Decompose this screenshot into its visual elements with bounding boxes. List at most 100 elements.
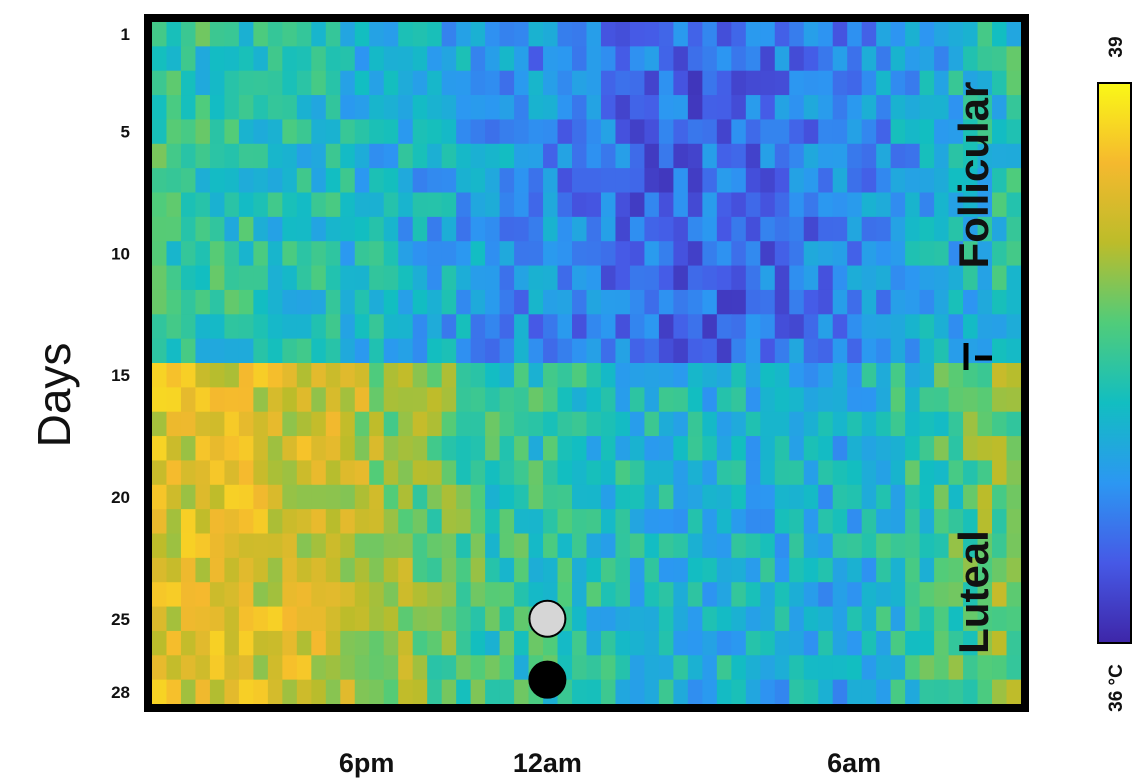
heatmap-cell [369, 582, 385, 608]
heatmap-cell [716, 314, 732, 340]
heatmap-cell [224, 265, 240, 291]
heatmap-cell [687, 95, 703, 121]
heatmap-cell [470, 70, 486, 96]
heatmap-cell [948, 606, 964, 632]
heatmap-cell [673, 143, 689, 169]
heatmap-cell [441, 363, 457, 388]
heatmap-cell [1006, 606, 1022, 632]
heatmap-cell [702, 363, 718, 388]
heatmap-cell [369, 95, 385, 121]
heatmap-cell [412, 509, 428, 535]
heatmap-cell [644, 265, 660, 291]
heatmap-cell [861, 22, 877, 47]
heatmap-cell [543, 484, 559, 510]
heatmap-cell [673, 70, 689, 96]
heatmap-cell [224, 411, 240, 437]
heatmap-cell [166, 557, 182, 583]
heatmap-cell [514, 411, 530, 437]
heatmap-cell [774, 533, 790, 559]
heatmap-cell [890, 314, 906, 340]
heatmap-cell [354, 143, 370, 169]
heatmap-cell [948, 338, 964, 364]
heatmap-cell [861, 630, 877, 656]
heatmap-cell [934, 606, 950, 632]
heatmap-cell [731, 216, 747, 242]
y-tick-label: 1 [121, 25, 130, 44]
heatmap-cell [977, 168, 993, 194]
heatmap-cell [745, 509, 761, 535]
heatmap-cell [267, 241, 283, 267]
heatmap-cell [166, 143, 182, 169]
heatmap-cell [354, 363, 370, 388]
heatmap-cell [398, 143, 414, 169]
heatmap-cell [267, 387, 283, 413]
heatmap-cell [528, 338, 544, 364]
heatmap-cell [267, 655, 283, 681]
heatmap-cell [687, 460, 703, 486]
heatmap-cell [600, 289, 617, 315]
heatmap-cell [847, 143, 863, 169]
heatmap-cell [774, 216, 790, 242]
heatmap-cell [876, 582, 892, 608]
heatmap-cell [818, 143, 834, 169]
heatmap-cell [876, 241, 892, 267]
heatmap-cell [412, 22, 428, 47]
heatmap-cell [644, 387, 660, 413]
heatmap-cell [803, 70, 819, 96]
heatmap-cell [847, 314, 863, 340]
heatmap-cell [832, 655, 848, 681]
heatmap-cell [629, 509, 646, 535]
heatmap-cell [528, 168, 544, 194]
heatmap-cell [818, 265, 834, 291]
heatmap-cell [369, 241, 385, 267]
heatmap-cell [557, 557, 573, 583]
heatmap-cell [948, 509, 964, 535]
heatmap-cell [876, 655, 892, 681]
heatmap-cell [152, 557, 168, 583]
dark-circle-marker [528, 660, 567, 699]
heatmap-cell [340, 557, 356, 583]
heatmap-cell [1006, 289, 1022, 315]
heatmap-cell [470, 679, 486, 705]
heatmap-cell [398, 582, 414, 608]
heatmap-cell [398, 289, 414, 315]
heatmap-cell [586, 679, 602, 705]
heatmap-cell [354, 168, 370, 194]
heatmap-cell [238, 582, 254, 608]
heatmap-cell [644, 216, 660, 242]
heatmap-cell [876, 411, 892, 437]
heatmap-cell [180, 509, 197, 535]
heatmap-cell [238, 22, 254, 47]
heatmap-cell [325, 557, 341, 583]
heatmap-cell [832, 143, 848, 169]
heatmap-cell [253, 363, 269, 388]
heatmap-cell [760, 387, 776, 413]
heatmap-cell [398, 655, 414, 681]
heatmap-cell [963, 484, 979, 510]
heatmap-cell [789, 460, 805, 486]
heatmap-cell [166, 119, 182, 145]
heatmap-cell [731, 143, 747, 169]
heatmap-cell [803, 679, 819, 705]
heatmap-cell [600, 484, 617, 510]
heatmap-cell [180, 387, 197, 413]
heatmap-cell [818, 509, 834, 535]
heatmap-cell [890, 168, 906, 194]
heatmap-cell [238, 630, 254, 656]
heatmap-cell [354, 557, 370, 583]
heatmap-cell [325, 411, 341, 437]
heatmap-cell [861, 484, 877, 510]
heatmap-cell [238, 143, 254, 169]
heatmap-cell [224, 387, 240, 413]
heatmap-cell [572, 460, 588, 486]
heatmap-cell [847, 509, 863, 535]
heatmap-cell [745, 216, 761, 242]
heatmap-cell [311, 46, 327, 72]
heatmap-cell [412, 533, 428, 559]
heatmap-cell [818, 655, 834, 681]
heatmap-cell [876, 679, 892, 705]
heatmap-cell [398, 630, 414, 656]
heatmap-cell [325, 241, 341, 267]
heatmap-cell [166, 314, 182, 340]
heatmap-cell [412, 119, 428, 145]
